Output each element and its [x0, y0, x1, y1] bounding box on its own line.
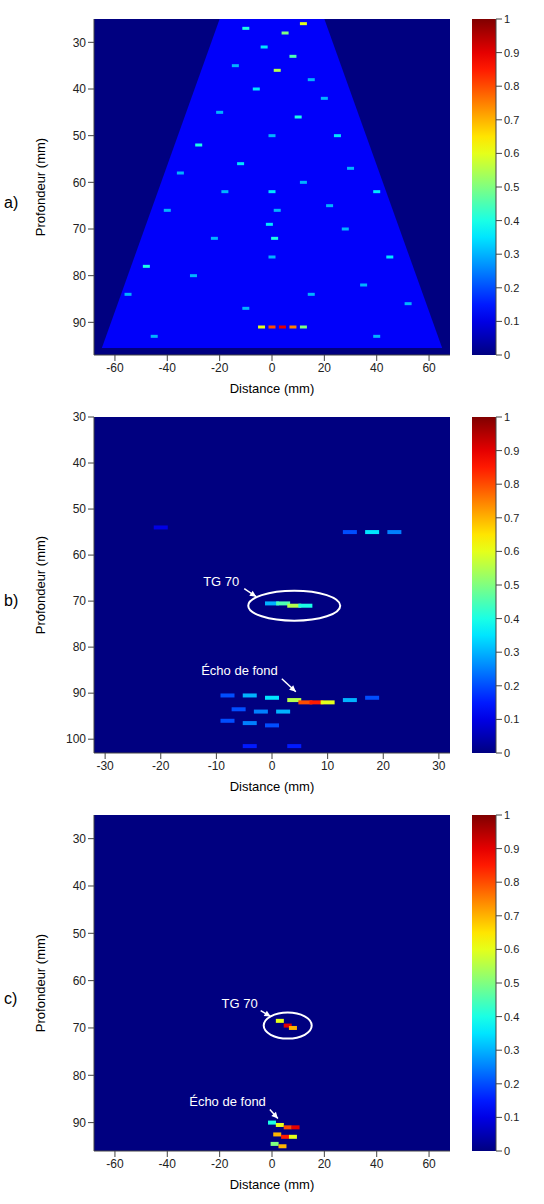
svg-text:0: 0 [504, 747, 510, 759]
svg-text:80: 80 [73, 269, 87, 283]
svg-text:-20: -20 [152, 759, 170, 773]
svg-text:0.1: 0.1 [504, 1111, 519, 1123]
svg-text:0.6: 0.6 [504, 147, 519, 159]
svg-text:0.2: 0.2 [504, 282, 519, 294]
svg-text:-60: -60 [106, 361, 124, 375]
svg-text:60: 60 [73, 548, 87, 562]
svg-text:Écho de fond: Écho de fond [189, 1094, 266, 1109]
svg-text:30: 30 [73, 410, 87, 424]
svg-text:1: 1 [504, 411, 510, 423]
svg-text:70: 70 [73, 594, 87, 608]
svg-text:0.3: 0.3 [504, 1044, 519, 1056]
svg-text:60: 60 [422, 361, 436, 375]
svg-text:TG 70: TG 70 [203, 574, 239, 589]
svg-text:30: 30 [73, 36, 87, 50]
svg-text:0.4: 0.4 [504, 215, 519, 227]
svg-text:90: 90 [73, 686, 87, 700]
svg-text:0.1: 0.1 [504, 713, 519, 725]
html-text:b): b) [4, 592, 19, 609]
svg-text:Distance (mm): Distance (mm) [230, 779, 315, 794]
svg-text:40: 40 [73, 456, 87, 470]
svg-text:90: 90 [73, 1116, 87, 1130]
svg-text:100: 100 [66, 732, 86, 746]
svg-text:0.5: 0.5 [504, 977, 519, 989]
html-text:a): a) [4, 194, 19, 211]
svg-text:90: 90 [73, 316, 87, 330]
svg-text:Distance (mm): Distance (mm) [230, 1177, 315, 1192]
svg-text:20: 20 [318, 361, 332, 375]
svg-text:40: 40 [73, 82, 87, 96]
svg-text:0.6: 0.6 [504, 943, 519, 955]
svg-text:0.5: 0.5 [504, 579, 519, 591]
svg-text:30: 30 [73, 832, 87, 846]
svg-text:0.4: 0.4 [504, 613, 519, 625]
svg-text:-40: -40 [159, 1157, 177, 1171]
svg-text:60: 60 [422, 1157, 436, 1171]
svg-text:Profondeur (mm): Profondeur (mm) [33, 536, 48, 634]
svg-text:Profondeur (mm): Profondeur (mm) [33, 138, 48, 236]
svg-text:1: 1 [504, 13, 510, 25]
svg-text:-60: -60 [106, 1157, 124, 1171]
svg-text:0.2: 0.2 [504, 1078, 519, 1090]
svg-text:0.6: 0.6 [504, 545, 519, 557]
svg-text:80: 80 [73, 640, 87, 654]
svg-text:0.8: 0.8 [504, 478, 519, 490]
svg-text:Profondeur (mm): Profondeur (mm) [33, 934, 48, 1032]
svg-text:-40: -40 [159, 361, 177, 375]
svg-text:0.3: 0.3 [504, 646, 519, 658]
svg-text:TG 70: TG 70 [222, 996, 258, 1011]
svg-text:50: 50 [73, 927, 87, 941]
svg-text:-10: -10 [208, 759, 226, 773]
svg-text:0.8: 0.8 [504, 876, 519, 888]
svg-text:Distance (mm): Distance (mm) [230, 381, 315, 396]
svg-text:70: 70 [73, 1021, 87, 1035]
svg-text:70: 70 [73, 222, 87, 236]
svg-text:0: 0 [504, 1145, 510, 1157]
svg-text:60: 60 [73, 176, 87, 190]
svg-text:0: 0 [269, 759, 276, 773]
svg-text:40: 40 [370, 361, 384, 375]
svg-text:20: 20 [377, 759, 391, 773]
svg-text:40: 40 [73, 879, 87, 893]
svg-text:0: 0 [269, 1157, 276, 1171]
html-text:c): c) [4, 990, 18, 1007]
svg-text:10: 10 [321, 759, 335, 773]
svg-text:20: 20 [318, 1157, 332, 1171]
svg-text:60: 60 [73, 974, 87, 988]
svg-text:0.7: 0.7 [504, 910, 519, 922]
svg-text:0.9: 0.9 [504, 445, 519, 457]
svg-text:0.5: 0.5 [504, 181, 519, 193]
svg-text:-20: -20 [211, 361, 229, 375]
svg-text:50: 50 [73, 502, 87, 516]
svg-text:0.2: 0.2 [504, 680, 519, 692]
svg-text:50: 50 [73, 129, 87, 143]
svg-text:0.7: 0.7 [504, 114, 519, 126]
svg-text:40: 40 [370, 1157, 384, 1171]
svg-text:Écho de fond: Écho de fond [201, 663, 278, 678]
svg-text:80: 80 [73, 1069, 87, 1083]
svg-text:1: 1 [504, 809, 510, 821]
svg-text:-30: -30 [96, 759, 114, 773]
svg-text:0: 0 [269, 361, 276, 375]
svg-text:0.1: 0.1 [504, 315, 519, 327]
svg-text:0.4: 0.4 [504, 1011, 519, 1023]
svg-text:0: 0 [504, 349, 510, 361]
svg-text:-20: -20 [211, 1157, 229, 1171]
svg-text:0.7: 0.7 [504, 512, 519, 524]
svg-text:0.9: 0.9 [504, 843, 519, 855]
svg-text:0.8: 0.8 [504, 80, 519, 92]
svg-text:30: 30 [432, 759, 446, 773]
svg-text:0.3: 0.3 [504, 248, 519, 260]
svg-text:0.9: 0.9 [504, 47, 519, 59]
